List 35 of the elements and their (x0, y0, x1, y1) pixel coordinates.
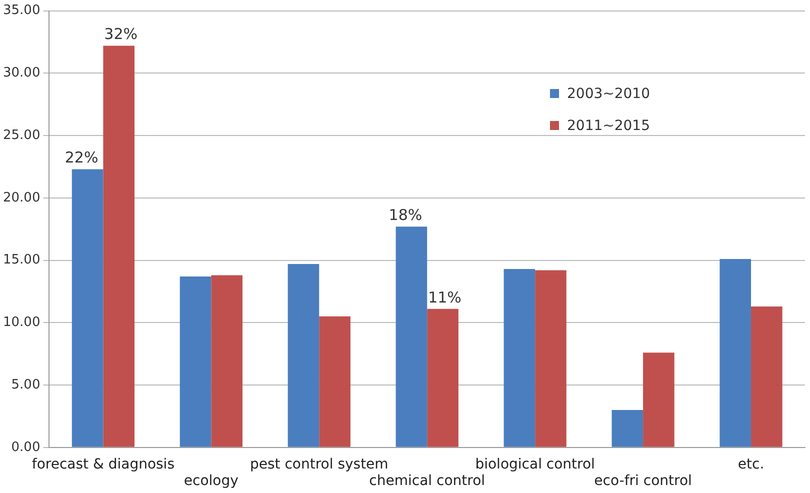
y-tick-label: 15.00 (3, 252, 40, 268)
data-label: 11% (428, 288, 462, 306)
y-tick-label: 25.00 (3, 128, 40, 143)
bar (720, 259, 752, 447)
y-tick-label: 30.00 (3, 66, 40, 81)
bar (504, 269, 536, 447)
bar (751, 306, 782, 447)
y-tick-label: 20.00 (3, 190, 40, 206)
y-tick-label: 10.00 (3, 315, 40, 330)
legend-label: 2011~2015 (567, 118, 650, 134)
bar (319, 316, 350, 447)
x-tick-label: forecast & diagnosis (32, 456, 174, 472)
bar (427, 308, 458, 447)
y-tick-label: 0.00 (11, 440, 40, 455)
y-tick-label: 35.00 (3, 3, 40, 18)
x-tick-label: pest control system (250, 456, 388, 472)
y-tick-label: 5.00 (11, 377, 40, 392)
bar (612, 410, 644, 447)
bar (211, 275, 242, 447)
bar (396, 226, 428, 447)
legend-label: 2003~2010 (567, 86, 650, 102)
bar (643, 352, 674, 447)
bar (72, 169, 104, 447)
x-tick-label: ecology (184, 473, 238, 490)
x-tick-label: etc. (738, 456, 764, 472)
x-tick-label: biological control (475, 456, 595, 472)
data-label: 32% (104, 25, 138, 44)
bar (288, 264, 320, 447)
bar (103, 46, 135, 447)
bar (535, 270, 566, 447)
data-label: 22% (64, 148, 98, 167)
data-label: 18% (388, 206, 422, 224)
x-tick-label: eco-fri control (594, 473, 692, 490)
bar (180, 276, 212, 447)
x-tick-label: chemical control (369, 473, 486, 490)
